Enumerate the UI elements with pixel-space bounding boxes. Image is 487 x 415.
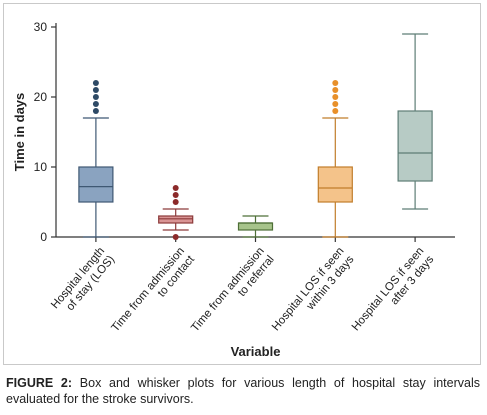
outlier-point [172,199,179,205]
outlier-point [332,87,339,93]
outlier-point [332,94,339,100]
iqr-box [237,222,274,231]
outlier-point [92,101,99,107]
y-tick-label: 20 [34,90,48,104]
outlier-point [92,87,99,93]
x-category-label: Hospital LOS if seenafter 3 days [350,245,437,342]
caption-label: FIGURE 2: [6,376,73,390]
iqr-box [317,166,353,203]
outlier-point [172,192,179,198]
outlier-point [92,108,99,114]
x-category-label-line: Hospital LOS if seen [270,245,347,333]
outlier-point [92,94,99,100]
x-category-label-line: Time from admission [189,245,267,334]
x-category-label: Time from admissionto contact [109,245,197,343]
x-category-label-line: Hospital LOS if seen [350,245,427,333]
y-axis-title: Time in days [12,93,27,172]
iqr-box [158,215,194,224]
iqr-box [78,166,114,203]
outlier-point [332,101,339,107]
outlier-point [92,80,99,86]
caption-text: Box and whisker plots for various length… [6,376,480,406]
box-plot-chart: 0 10 20 30 Time in days Variable Hospital leng… [12,20,455,359]
outlier-point [172,185,179,191]
y-tick-label: 10 [34,160,48,174]
outlier-point [172,234,179,240]
y-tick-label: 0 [40,230,47,244]
outlier-point [332,80,339,86]
x-category-label: Hospital LOS if seenwithin 3 days [270,245,357,342]
outlier-point [332,108,339,114]
x-category-label: Hospital lengthof stay (LOS) [49,245,117,319]
x-category-label: Time from admissionto referral [189,245,276,342]
figure-caption: FIGURE 2: Box and whisker plots for vari… [6,375,480,407]
x-axis-title: Variable [231,344,281,359]
x-category-label-line: Time from admission [109,245,187,334]
y-tick-label: 30 [34,20,48,34]
iqr-box [397,110,433,182]
